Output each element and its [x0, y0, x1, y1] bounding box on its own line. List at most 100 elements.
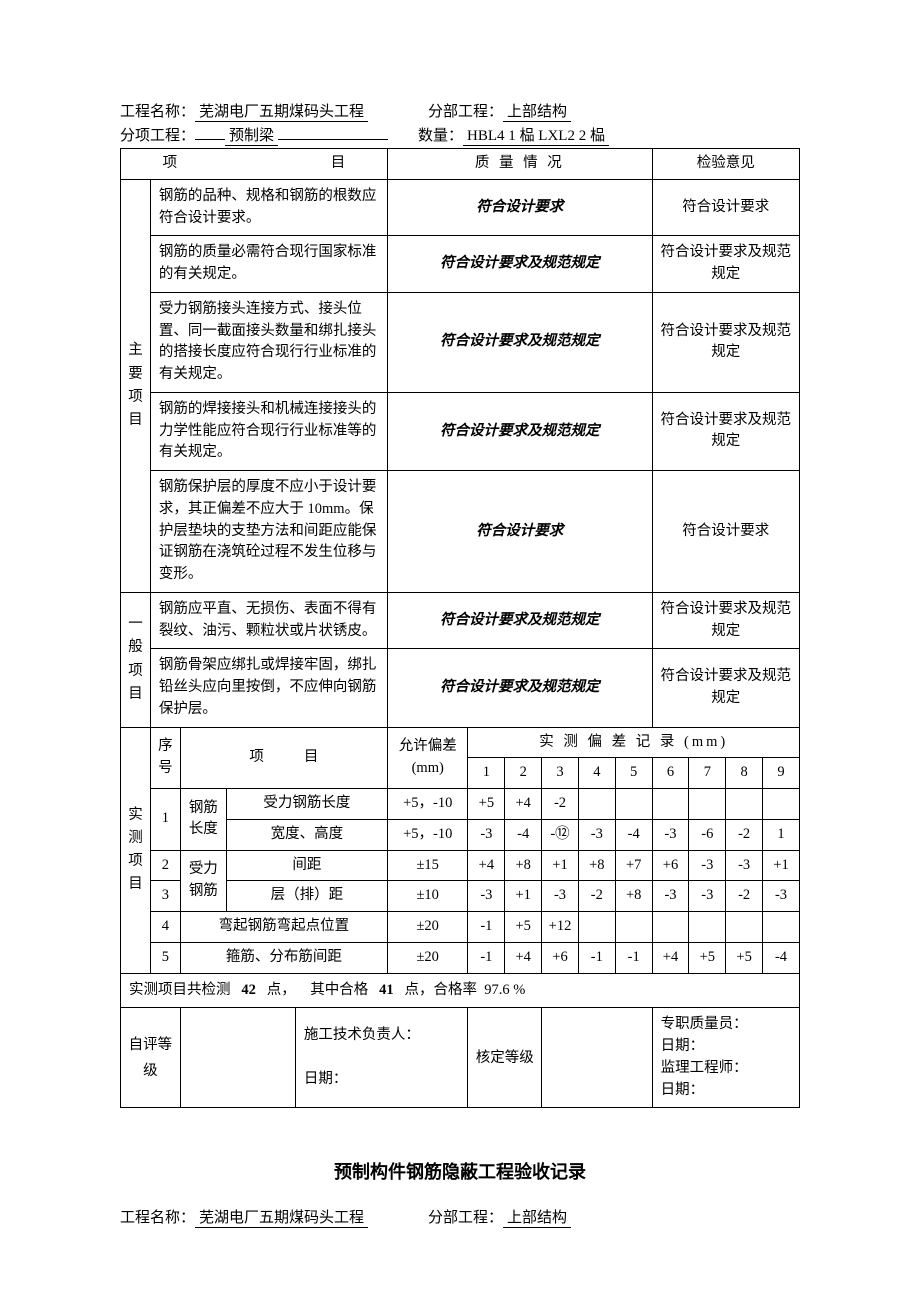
m1b-v1: -3: [468, 819, 505, 850]
mh-c4: 4: [578, 758, 615, 789]
mh-record: 实 测 偏 差 记 录 (mm): [468, 727, 800, 758]
main-op-1: 符合设计要求: [652, 179, 799, 236]
main-qual-2: 符合设计要求及规范规定: [387, 236, 652, 293]
m4-no: 4: [150, 912, 180, 943]
main-qual-1: 符合设计要求: [387, 179, 652, 236]
m1a-v4: [578, 789, 615, 820]
main-qual-5: 符合设计要求: [387, 471, 652, 593]
m1b-v2: -4: [505, 819, 542, 850]
value-proj2: 芜湖电厂五期煤码头工程: [195, 1206, 368, 1228]
m4-sub: 弯起钢筋弯起点位置: [180, 912, 387, 943]
col-opinion: 检验意见: [652, 149, 799, 180]
m4-v6: [652, 912, 689, 943]
main-desc-3: 受力钢筋接头连接方式、接头位置、同一截面接头数量和绑扎接头的搭接长度应符合现行行…: [150, 292, 387, 392]
main-op-5: 符合设计要求: [652, 471, 799, 593]
m4-v4: [578, 912, 615, 943]
group-main: 主要项目: [121, 179, 151, 592]
col-item1: 项: [163, 155, 178, 171]
m1a-v7: [689, 789, 726, 820]
main-row-3: 受力钢筋接头连接方式、接头位置、同一截面接头数量和绑扎接头的搭接长度应符合现行行…: [121, 292, 800, 392]
gen-op-1: 符合设计要求及规范规定: [652, 592, 799, 649]
m1-tol2: +5，-10: [387, 819, 468, 850]
measure-row-5: 5 箍筋、分布筋间距 ±20 -1 +4 +6 -1 -1 +4 +5 +5 -…: [121, 942, 800, 973]
mh-c8: 8: [726, 758, 763, 789]
gen-op-2: 符合设计要求及规范规定: [652, 649, 799, 727]
value-proj: 芜湖电厂五期煤码头工程: [195, 100, 368, 122]
m1a-v1: +5: [468, 789, 505, 820]
m3-v2: +1: [505, 881, 542, 912]
m2-v5: +7: [615, 850, 652, 881]
value-sub: 上部结构: [503, 100, 571, 122]
m1-g: 钢筋长度: [180, 789, 226, 851]
m2-sub: 间距: [226, 850, 387, 881]
m1a-v2: +4: [505, 789, 542, 820]
m5-v9: -4: [763, 942, 800, 973]
mh-c3: 3: [542, 758, 579, 789]
summary-row: 实测项目共检测 42 点， 其中合格 41 点，合格率 97.6 %: [121, 973, 800, 1008]
gen-desc-1: 钢筋应平直、无损伤、表面不得有裂纹、油污、颗粒状或片状锈皮。: [150, 592, 387, 649]
measure-row-1a: 1 钢筋长度 受力钢筋长度 +5，-10 +5 +4 -2: [121, 789, 800, 820]
m1b-v4: -3: [578, 819, 615, 850]
main-row-4: 钢筋的焊接接头和机械连接接头的力学性能应符合现行行业标准等的有关规定。 符合设计…: [121, 392, 800, 470]
m1b-v9: 1: [763, 819, 800, 850]
m1-sub1: 受力钢筋长度: [226, 789, 387, 820]
value-item: 预制梁: [225, 124, 278, 146]
mh-proj: 项目: [180, 727, 387, 789]
measure-row-2: 2 受力钢筋 间距 ±15 +4 +8 +1 +8 +7 +6 -3 -3 +1: [121, 850, 800, 881]
mh-c9: 9: [763, 758, 800, 789]
mh-tol: 允许偏差(mm): [387, 727, 468, 789]
value-sub2: 上部结构: [503, 1206, 571, 1228]
m3-no: 3: [150, 881, 180, 912]
footer-row: 自评等级 施工技术负责人： 日期： 核定等级 专职质量员： 日期： 监理工程师：…: [121, 1008, 800, 1108]
m5-v6: +4: [652, 942, 689, 973]
m3-v7: -3: [689, 881, 726, 912]
m3-v3: -3: [542, 881, 579, 912]
m1b-v6: -3: [652, 819, 689, 850]
gen-qual-1: 符合设计要求及规范规定: [387, 592, 652, 649]
m5-sub: 箍筋、分布筋间距: [180, 942, 387, 973]
group-general: 一般项目: [121, 592, 151, 727]
main-desc-5: 钢筋保护层的厚度不应小于设计要求，其正偏差不应大于 10mm。保护层垫块的支垫方…: [150, 471, 387, 593]
m5-v2: +4: [505, 942, 542, 973]
header-line-1: 工程名称： 芜湖电厂五期煤码头工程 分部工程： 上部结构: [120, 100, 800, 122]
value-qty: HBL4 1 榀 LXL2 2 榀: [463, 124, 609, 146]
mh-seq: 序号: [150, 727, 180, 789]
foot-tech: 施工技术负责人： 日期：: [295, 1008, 468, 1108]
gen-desc-2: 钢筋骨架应绑扎或焊接牢固，绑扎铅丝头应向里按倒，不应伸向钢筋保护层。: [150, 649, 387, 727]
measure-row-4: 4 弯起钢筋弯起点位置 ±20 -1 +5 +12: [121, 912, 800, 943]
main-desc-2: 钢筋的质量必需符合现行国家标准的有关规定。: [150, 236, 387, 293]
m5-v8: +5: [726, 942, 763, 973]
m3-v6: -3: [652, 881, 689, 912]
m2-g: 受力钢筋: [180, 850, 226, 912]
m5-v3: +6: [542, 942, 579, 973]
m4-v7: [689, 912, 726, 943]
m2-v4: +8: [578, 850, 615, 881]
m1a-v5: [615, 789, 652, 820]
main-desc-1: 钢筋的品种、规格和钢筋的根数应符合设计要求。: [150, 179, 387, 236]
foot-check: 核定等级: [468, 1008, 542, 1108]
main-op-3: 符合设计要求及规范规定: [652, 292, 799, 392]
label-sub: 分部工程：: [428, 100, 503, 121]
foot-self-blank: [180, 1008, 295, 1108]
m1b-v8: -2: [726, 819, 763, 850]
m1a-v3: -2: [542, 789, 579, 820]
m2-v1: +4: [468, 850, 505, 881]
m4-tol: ±20: [387, 912, 468, 943]
m1-no: 1: [150, 789, 180, 851]
foot-self: 自评等级: [121, 1008, 181, 1108]
m4-v8: [726, 912, 763, 943]
inspection-table: 项 目 质 量 情 况 检验意见 主要项目 钢筋的品种、规格和钢筋的根数应符合设…: [120, 148, 800, 1108]
m2-v2: +8: [505, 850, 542, 881]
col-item2: 目: [331, 155, 346, 171]
header-line-2: 分项工程： 预制梁 数量： HBL4 1 榀 LXL2 2 榀: [120, 124, 800, 146]
main-row-2: 钢筋的质量必需符合现行国家标准的有关规定。 符合设计要求及规范规定 符合设计要求…: [121, 236, 800, 293]
m1a-v6: [652, 789, 689, 820]
second-title: 预制构件钢筋隐蔽工程验收记录: [120, 1158, 800, 1184]
m4-v2: +5: [505, 912, 542, 943]
label-item: 分项工程：: [120, 124, 195, 145]
main-op-2: 符合设计要求及规范规定: [652, 236, 799, 293]
group-measure: 实测项目: [121, 727, 151, 973]
m3-tol: ±10: [387, 881, 468, 912]
m3-v8: -2: [726, 881, 763, 912]
m2-v7: -3: [689, 850, 726, 881]
